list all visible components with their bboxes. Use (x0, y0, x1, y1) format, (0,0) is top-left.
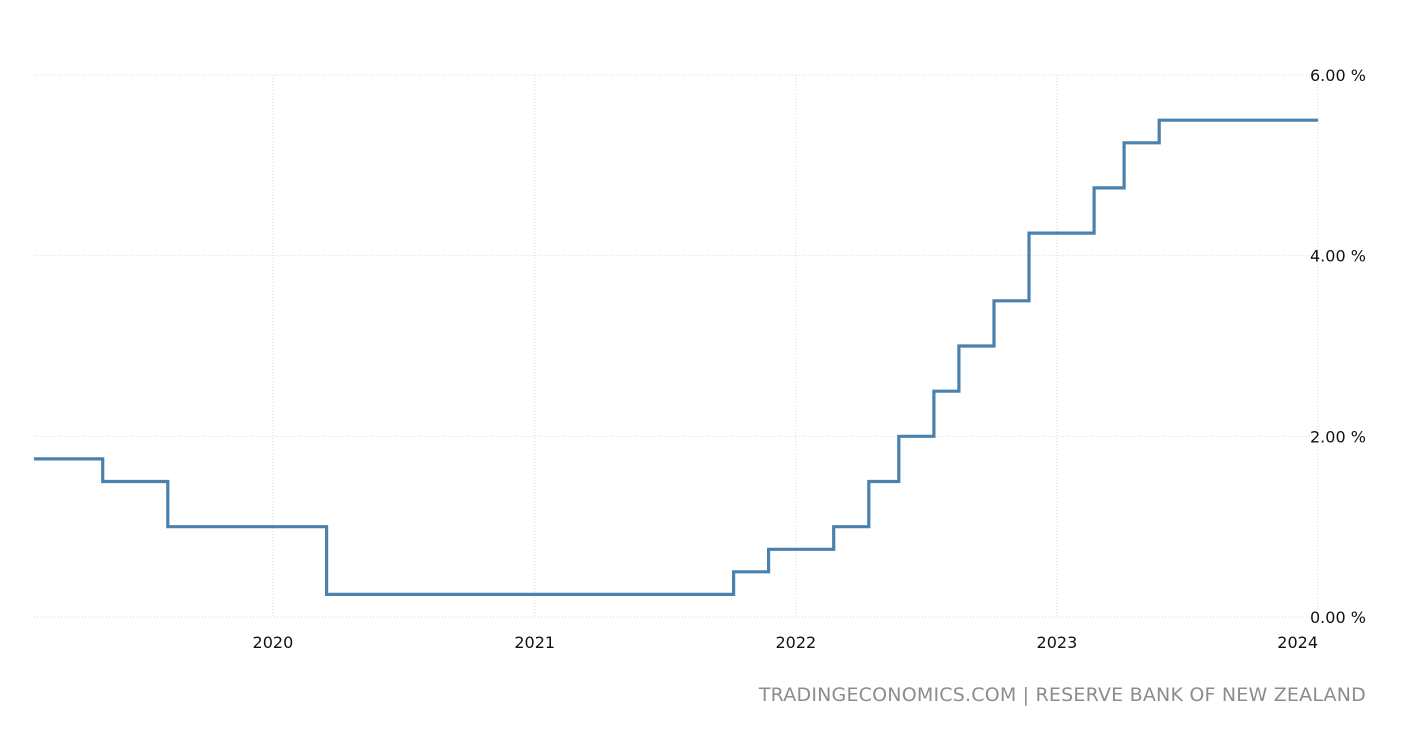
x-tick-label: 2022 (775, 633, 816, 652)
x-tick-label: 2020 (253, 633, 294, 652)
x-tick-label: 2021 (514, 633, 555, 652)
series-group (34, 118, 1318, 596)
grid-lines (34, 74, 1319, 618)
x-tick-label: 2024 (1277, 633, 1318, 652)
y-tick-label: 6.00 % (1310, 66, 1366, 85)
y-tick-label: 2.00 % (1310, 427, 1366, 446)
source-credit: TRADINGECONOMICS.COM | RESERVE BANK OF N… (758, 684, 1366, 706)
x-axis-labels: 2020 2021 2022 2023 2024 (253, 633, 1318, 652)
y-axis-labels: 0.00 % 2.00 % 4.00 % 6.00 % (1310, 66, 1366, 627)
series-line (34, 118, 1318, 596)
y-tick-label: 4.00 % (1310, 247, 1366, 266)
x-tick-label: 2023 (1037, 633, 1078, 652)
y-tick-label: 0.00 % (1310, 608, 1366, 627)
